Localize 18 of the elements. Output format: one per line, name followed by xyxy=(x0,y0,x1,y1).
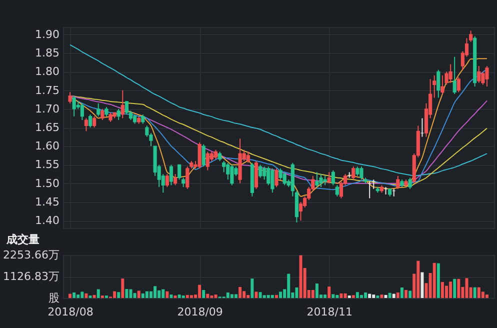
y-tick-label: 1.55 xyxy=(35,158,60,172)
y-tick-label: 1.80 xyxy=(35,65,60,78)
x-tick-label: 2018/08 xyxy=(48,306,94,318)
y-tick-label: 1126.83万 xyxy=(3,270,60,283)
y-tick-label: 1.50 xyxy=(35,176,60,190)
y-tick-label: 1.60 xyxy=(35,140,60,153)
y-tick-label: 1.90 xyxy=(35,28,60,41)
y-tick-label: 1.40 xyxy=(35,214,60,228)
y-tick-label: 1.70 xyxy=(35,102,60,116)
y-tick-label: 1.45 xyxy=(35,195,60,208)
y-tick-label: 1.65 xyxy=(35,121,60,134)
x-tick-label: 2018/11 xyxy=(306,306,352,318)
x-tick-label: 2018/09 xyxy=(177,306,223,318)
y-tick-label: 1.75 xyxy=(35,84,60,97)
chart-title: 成交量 xyxy=(6,233,40,246)
y-tick-label: 2253.66万 xyxy=(3,248,60,262)
y-tick-label: 股 xyxy=(48,292,60,304)
y-tick-label: 1.85 xyxy=(35,46,60,60)
